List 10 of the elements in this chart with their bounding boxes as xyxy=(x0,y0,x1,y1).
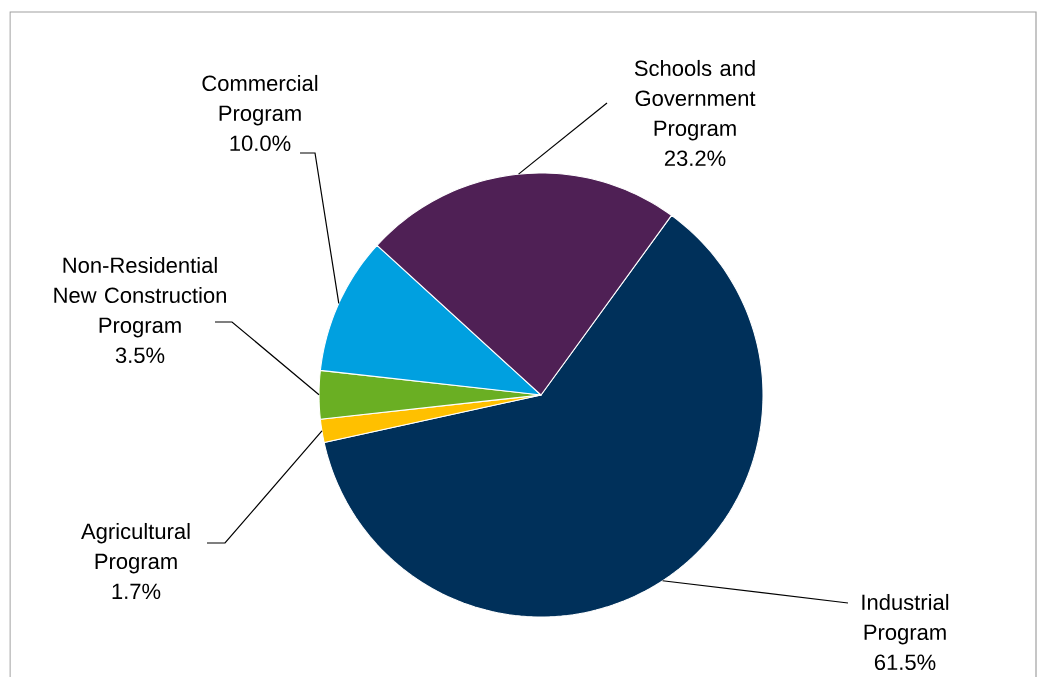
data-label: 61.5% xyxy=(874,654,936,671)
slice-label: Industrial Program xyxy=(862,593,949,645)
data-label: 1.7% xyxy=(112,583,161,600)
data-label: 10.0% xyxy=(230,135,291,152)
slice-label: Commercial Program xyxy=(202,74,318,126)
data-label: 23.2% xyxy=(664,150,726,167)
data-label: 3.5% xyxy=(115,347,165,364)
slice-label: Agricultural Program xyxy=(81,522,190,574)
slice-label: Schools and Government Program xyxy=(634,59,756,141)
slice-label: Non-Residential New Construction Program xyxy=(54,256,226,338)
